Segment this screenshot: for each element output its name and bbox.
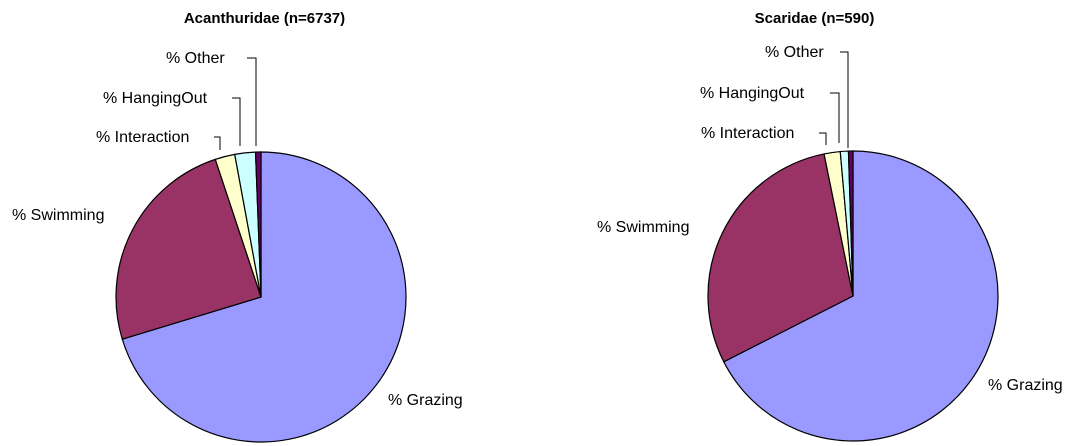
chart-acanthuridae: Acanthuridae (n=6737) % Grazing % Swimmin…	[12, 10, 463, 443]
pie-chart-scaridae: % Grazing % Swimming % Interaction % Hangin…	[597, 44, 1063, 442]
pie-slice-grazing	[121, 151, 407, 443]
chart-title: Acanthuridae (n=6737)	[183, 10, 346, 27]
slice-label-other: % Other	[166, 50, 225, 67]
slice-label-other: % Other	[765, 44, 824, 61]
slice-label-interaction: % Interaction	[96, 129, 189, 146]
pie-slice-swimming	[115, 158, 262, 340]
leader-line-interaction	[819, 132, 827, 145]
pie-slice-other	[847, 150, 854, 297]
leader-line-other	[840, 51, 849, 148]
pie-slice-grazing	[722, 150, 999, 442]
leader-line-hangingout	[232, 97, 241, 146]
slice-label-hangingout: % HangingOut	[103, 90, 208, 107]
chart-title: Scaridae (n=590)	[754, 10, 875, 27]
slice-label-swimming: % Swimming	[12, 207, 104, 224]
chart-scaridae: Scaridae (n=590) % Grazing % Swimming % In…	[543, 0, 1086, 446]
pie-slice-swimming	[707, 153, 854, 363]
leader-line-interaction	[214, 136, 221, 150]
slice-label-hangingout: % HangingOut	[700, 85, 805, 102]
slice-label-grazing: % Grazing	[388, 392, 463, 409]
pie-slice-other	[254, 151, 262, 298]
leader-line-other	[247, 57, 257, 146]
slice-label-interaction: % Interaction	[701, 125, 794, 142]
slice-label-grazing: % Grazing	[988, 377, 1063, 394]
pie-chart-acanthuridae: % Grazing % Swimming % Interaction % Hangin…	[12, 50, 463, 443]
leader-line-hangingout	[830, 92, 840, 143]
slice-label-swimming: % Swimming	[597, 219, 689, 236]
